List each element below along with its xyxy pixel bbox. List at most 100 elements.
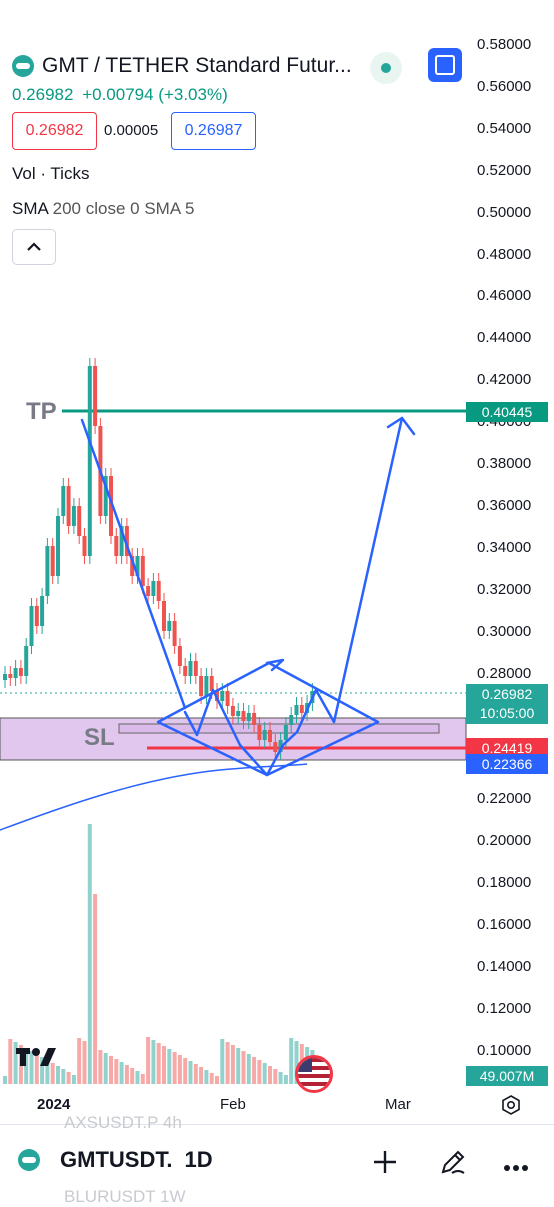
- volume-bar: [135, 1071, 140, 1084]
- volume-bar: [71, 1075, 76, 1084]
- connection-status-icon[interactable]: [370, 52, 402, 84]
- sma-price-tag: 0.22366: [466, 754, 548, 774]
- plus-icon: [374, 1151, 396, 1173]
- target-arrowhead: [386, 416, 416, 436]
- interval-name[interactable]: 1D: [184, 1147, 213, 1172]
- candle-body: [262, 730, 267, 740]
- price-axis-tick: 0.56000: [477, 77, 532, 95]
- symbol-name: GMTUSDT.: [60, 1147, 173, 1172]
- price-axis-tick: 0.50000: [477, 203, 532, 221]
- candle-body: [56, 516, 60, 576]
- candle-body: [130, 556, 135, 576]
- price-axis-tick: 0.32000: [477, 580, 532, 598]
- diamond-pattern: [156, 661, 380, 777]
- candle-body: [156, 581, 161, 601]
- volume-bar: [283, 1075, 288, 1084]
- pen-icon: [441, 1150, 465, 1174]
- candle-body: [24, 646, 29, 676]
- volume-bar: [257, 1060, 262, 1084]
- volume-bar: [119, 1062, 124, 1084]
- sell-price-button[interactable]: 0.26982: [12, 112, 97, 150]
- candle-body: [135, 556, 140, 576]
- candle-body: [151, 581, 156, 596]
- candle-body: [241, 711, 246, 721]
- candle-body: [140, 556, 145, 586]
- volume-bar: [230, 1045, 235, 1084]
- resistance-zone: [118, 723, 440, 734]
- time-label-feb: Feb: [220, 1096, 246, 1113]
- volume-bar: [87, 824, 92, 1084]
- more-options-button[interactable]: [503, 1159, 529, 1177]
- volume-bar: [151, 1040, 156, 1084]
- candle-body: [220, 691, 225, 701]
- volume-tag: 49.007M: [466, 1066, 548, 1086]
- candle-body: [8, 674, 13, 678]
- candle-body: [188, 661, 193, 676]
- candle-body: [236, 711, 241, 716]
- volume-bar: [114, 1059, 119, 1084]
- candle-body: [109, 476, 113, 536]
- volume-bar: [183, 1058, 188, 1084]
- volume-bar: [193, 1064, 198, 1084]
- candle-body: [124, 526, 129, 556]
- volume-indicator-label[interactable]: Vol · Ticks: [12, 164, 90, 183]
- price-axis-tick: 0.54000: [477, 119, 532, 137]
- candle-body: [183, 666, 188, 676]
- collapse-indicators-button[interactable]: [12, 229, 56, 265]
- candle-body: [204, 676, 209, 696]
- candle-body: [209, 676, 214, 691]
- volume-bar: [130, 1068, 135, 1084]
- chevron-up-icon: [27, 242, 41, 251]
- candle-body: [246, 713, 251, 721]
- tp-price-tag: 0.40445: [466, 402, 548, 422]
- candle-body: [299, 705, 304, 713]
- volume-bar: [93, 894, 98, 1084]
- volume-bar: [82, 1041, 87, 1084]
- symbol-header[interactable]: GMT / TETHER Standard Futur...: [12, 54, 352, 78]
- sl-annotation: SL: [84, 724, 115, 751]
- volume-bar: [156, 1043, 161, 1084]
- time-axis[interactable]: 2024 Feb Mar: [0, 1090, 554, 1120]
- volume-bar: [262, 1063, 267, 1084]
- symbol-selector[interactable]: GMTUSDT. 1D: [18, 1147, 213, 1173]
- add-button[interactable]: [372, 1149, 398, 1180]
- volume-bar: [40, 1057, 45, 1084]
- candle-body: [82, 536, 87, 556]
- bottom-toolbar: AXSUSDT.P 4h BLURUSDT 1W GMTUSDT. 1D: [0, 1113, 554, 1206]
- price-axis-tick: 0.34000: [477, 538, 532, 556]
- sl-price-tag: 0.24419: [466, 738, 548, 758]
- price-axis-tick: 0.44000: [477, 329, 532, 347]
- fullscreen-button[interactable]: [428, 48, 462, 82]
- volume-bar: [204, 1070, 209, 1084]
- candle-body: [103, 476, 108, 516]
- volume-bar: [209, 1073, 214, 1084]
- volume-bar: [146, 1037, 151, 1084]
- volume-bar: [103, 1053, 108, 1084]
- price-axis-tick: 0.14000: [477, 957, 532, 975]
- price-axis-tick: 0.16000: [477, 915, 532, 933]
- symbol-title: GMT / TETHER Standard Futur...: [42, 54, 352, 77]
- gmt-logo-icon: [12, 55, 34, 77]
- volume-bar: [241, 1051, 246, 1084]
- candle-body: [289, 715, 294, 725]
- volume-bar: [66, 1072, 71, 1084]
- sma-indicator-label[interactable]: SMA 200 close 0 SMA 5: [12, 199, 194, 219]
- drawing-tools-button[interactable]: [438, 1147, 468, 1182]
- candle-body: [225, 691, 230, 706]
- volume-bar: [98, 1050, 103, 1084]
- buy-price-button[interactable]: 0.26987: [171, 112, 256, 150]
- price-chart[interactable]: [0, 0, 554, 1124]
- chart-settings-icon[interactable]: [500, 1094, 522, 1121]
- volume-bar: [252, 1057, 257, 1084]
- candle-body: [87, 366, 92, 556]
- sma-params: 200 close 0 SMA 5: [52, 199, 195, 218]
- price-axis-tick: 0.30000: [477, 622, 532, 640]
- candle-body: [119, 526, 124, 556]
- candle-body: [167, 621, 172, 631]
- us-flag-event-icon[interactable]: [295, 1055, 333, 1093]
- volume-bar: [278, 1072, 283, 1084]
- candle-body: [162, 601, 166, 631]
- volume-bar: [236, 1048, 241, 1084]
- candles-group: [3, 358, 315, 760]
- price-axis-tick: 0.38000: [477, 455, 532, 472]
